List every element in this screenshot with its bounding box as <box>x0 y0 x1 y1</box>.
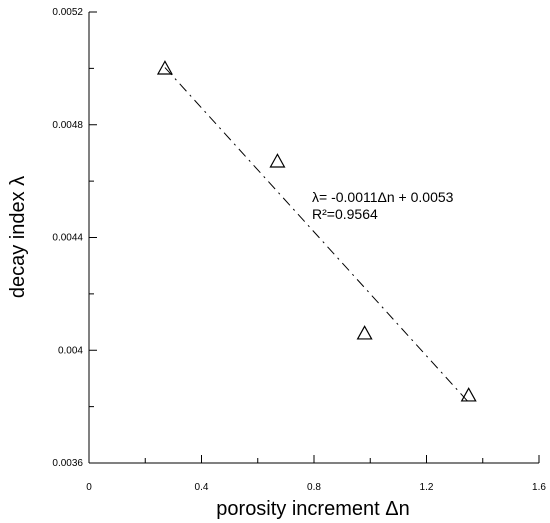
x-ticks: 0 0.4 0.8 1.2 1.6 <box>86 455 546 493</box>
y-tick-label: 0.0036 <box>52 458 83 469</box>
y-tick-label: 0.0048 <box>52 120 83 131</box>
x-tick-label: 0.4 <box>195 482 209 493</box>
x-tick-label: 0 <box>86 482 92 493</box>
y-tick-label: 0.0044 <box>52 233 83 244</box>
r-squared-label: R²=0.9564 <box>312 206 378 222</box>
equation-label: λ= -0.0011Δn + 0.0053 <box>312 189 454 205</box>
data-point <box>460 387 477 402</box>
data-points <box>156 60 477 402</box>
data-point <box>269 153 286 168</box>
x-tick-label: 0.8 <box>307 482 321 493</box>
axes <box>88 12 539 464</box>
x-tick-label: 1.6 <box>532 482 546 493</box>
y-axis-title: decay index λ <box>7 176 29 298</box>
x-tick-label: 1.2 <box>420 482 434 493</box>
y-tick-label: 0.0052 <box>52 7 83 18</box>
trendline <box>164 67 470 403</box>
data-point <box>156 60 173 75</box>
y-ticks: 0.0036 0.004 0.0044 0.0048 0.0052 <box>52 7 97 469</box>
data-point <box>356 325 373 340</box>
x-axis-title: porosity increment Δn <box>216 498 409 520</box>
y-tick-label: 0.004 <box>58 345 83 356</box>
